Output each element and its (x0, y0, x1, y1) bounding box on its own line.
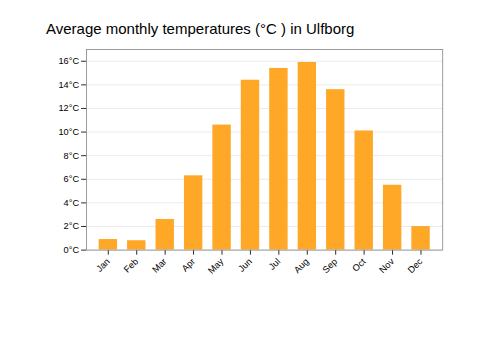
svg-text:Feb: Feb (122, 256, 140, 274)
svg-text:2°C: 2°C (64, 221, 80, 231)
svg-text:4°C: 4°C (64, 198, 80, 208)
svg-text:8°C: 8°C (64, 151, 80, 161)
svg-text:May: May (206, 256, 226, 276)
svg-text:Dec: Dec (406, 256, 425, 275)
svg-text:10°C: 10°C (58, 127, 79, 137)
svg-text:Aug: Aug (292, 256, 311, 275)
svg-text:14°C: 14°C (58, 80, 79, 90)
svg-text:Nov: Nov (377, 256, 396, 275)
svg-text:Oct: Oct (350, 256, 367, 273)
svg-text:Apr: Apr (180, 256, 197, 273)
svg-text:Mar: Mar (150, 256, 168, 274)
svg-text:Sep: Sep (321, 256, 340, 275)
svg-text:16°C: 16°C (58, 56, 79, 66)
svg-text:Jun: Jun (236, 256, 254, 274)
svg-text:6°C: 6°C (64, 174, 80, 184)
svg-text:12°C: 12°C (58, 103, 79, 113)
html-text:Average monthly temperatures (: Average monthly temperatures (°C ) in Ul… (46, 20, 355, 37)
svg-text:Jul: Jul (267, 256, 282, 271)
svg-text:0°C: 0°C (64, 245, 80, 255)
svg-text:Jan: Jan (94, 256, 112, 274)
